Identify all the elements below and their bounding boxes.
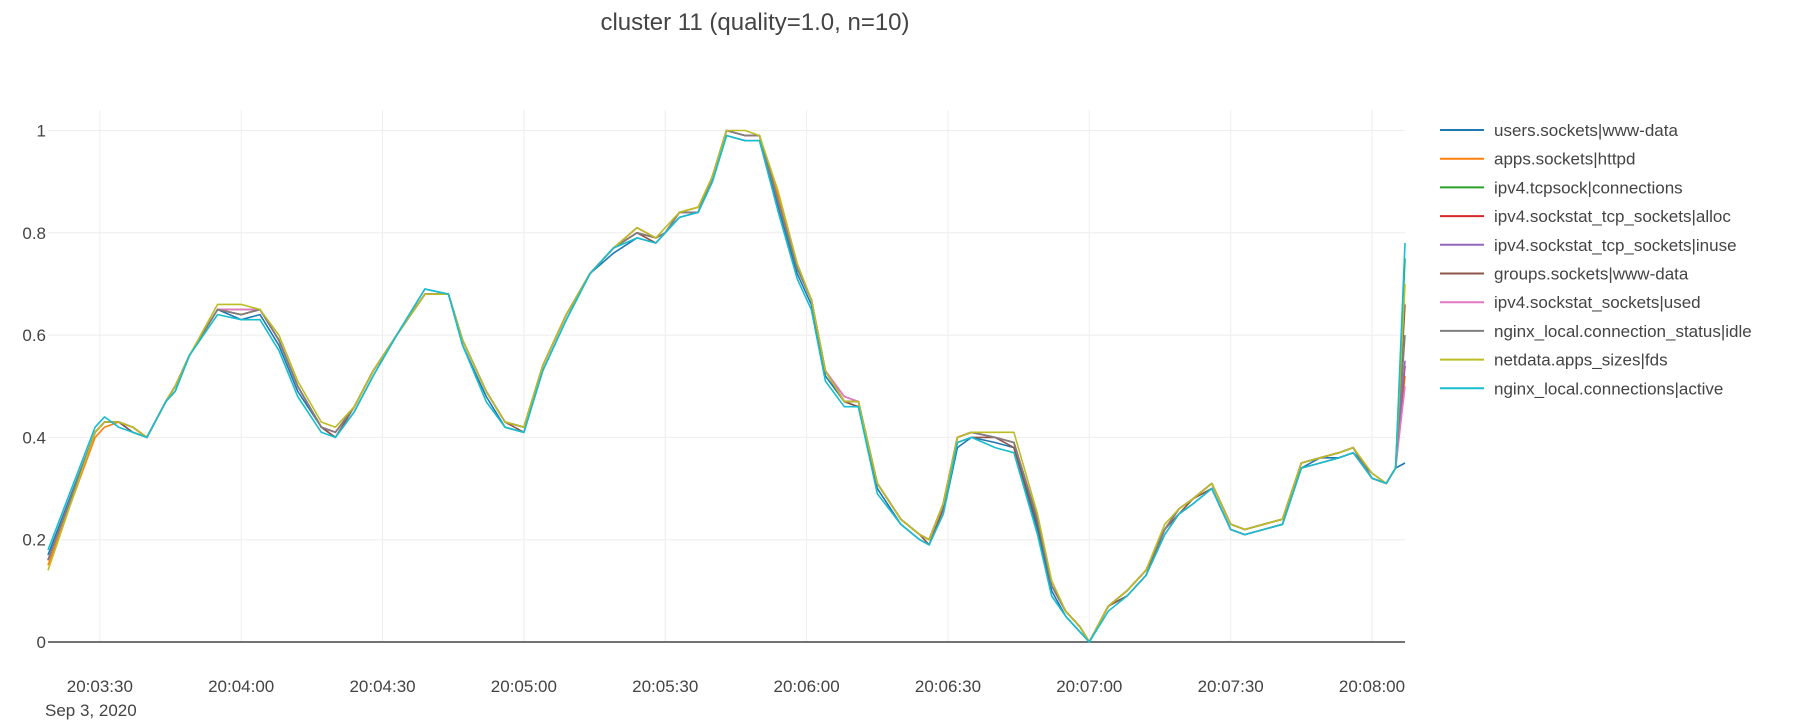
legend-item: ipv4.tcpsock|connections bbox=[1440, 178, 1683, 197]
legend-item: ipv4.sockstat_tcp_sockets|inuse bbox=[1440, 236, 1737, 255]
legend-item: ipv4.sockstat_sockets|used bbox=[1440, 293, 1701, 312]
x-tick-label: 20:05:30 bbox=[632, 677, 698, 696]
legend-item: nginx_local.connections|active bbox=[1440, 379, 1723, 398]
legend-label: nginx_local.connections|active bbox=[1494, 379, 1723, 398]
axes: 20:03:30 20:04:00 20:04:30 20:05:00 20:05:30… bbox=[22, 121, 1405, 720]
x-tick-label: 20:08:00 bbox=[1339, 677, 1405, 696]
series-line bbox=[47, 129, 1406, 643]
legend-label: netdata.apps_sizes|fds bbox=[1494, 351, 1668, 370]
legend-item: users.sockets|www-data bbox=[1440, 121, 1678, 140]
legend-label: apps.sockets|httpd bbox=[1494, 150, 1635, 169]
series-line bbox=[47, 129, 1406, 643]
x-tick-label: 20:04:30 bbox=[349, 677, 415, 696]
series-line bbox=[47, 129, 1406, 643]
y-tick-label: 1 bbox=[37, 121, 46, 140]
legend-label: groups.sockets|www-data bbox=[1494, 265, 1689, 284]
series-line bbox=[47, 129, 1406, 643]
legend-label: users.sockets|www-data bbox=[1494, 121, 1678, 140]
legend-label: ipv4.tcpsock|connections bbox=[1494, 178, 1683, 197]
x-tick-label: 20:03:30 bbox=[67, 677, 133, 696]
x-tick-label: 20:06:00 bbox=[774, 677, 840, 696]
series-line bbox=[47, 134, 1406, 643]
legend-label: nginx_local.connection_status|idle bbox=[1494, 322, 1752, 341]
x-tick-label: 20:06:30 bbox=[915, 677, 981, 696]
legend-label: ipv4.sockstat_tcp_sockets|alloc bbox=[1494, 207, 1731, 226]
chart-title: cluster 11 (quality=1.0, n=10) bbox=[600, 9, 909, 36]
x-tick-label: 20:07:00 bbox=[1056, 677, 1122, 696]
y-tick-label: 0 bbox=[37, 633, 46, 652]
legend-item: netdata.apps_sizes|fds bbox=[1440, 351, 1668, 370]
series-line bbox=[47, 134, 1406, 643]
y-tick-label: 0.6 bbox=[22, 326, 46, 345]
y-tick-label: 0.4 bbox=[22, 428, 46, 447]
y-tick-label: 0.2 bbox=[22, 531, 46, 550]
y-tick-label: 0.8 bbox=[22, 224, 46, 243]
x-tick-label: 20:05:00 bbox=[491, 677, 557, 696]
series-line bbox=[47, 129, 1406, 643]
grid bbox=[48, 110, 1405, 642]
series-line bbox=[47, 129, 1406, 643]
legend-item: nginx_local.connection_status|idle bbox=[1440, 322, 1752, 341]
series-line bbox=[47, 129, 1406, 643]
x-tick-label: 20:07:30 bbox=[1198, 677, 1264, 696]
series-line bbox=[47, 129, 1406, 643]
legend-label: ipv4.sockstat_tcp_sockets|inuse bbox=[1494, 236, 1737, 255]
legend-item: groups.sockets|www-data bbox=[1440, 265, 1689, 284]
plot-area bbox=[47, 129, 1406, 643]
legend-item: ipv4.sockstat_tcp_sockets|alloc bbox=[1440, 207, 1731, 226]
legend-item: apps.sockets|httpd bbox=[1440, 150, 1635, 169]
legend: users.sockets|www-data apps.sockets|httpd… bbox=[1440, 121, 1752, 398]
legend-label: ipv4.sockstat_sockets|used bbox=[1494, 293, 1701, 312]
x-tick-label: 20:04:00 bbox=[208, 677, 274, 696]
x-date-label: Sep 3, 2020 bbox=[45, 701, 137, 720]
